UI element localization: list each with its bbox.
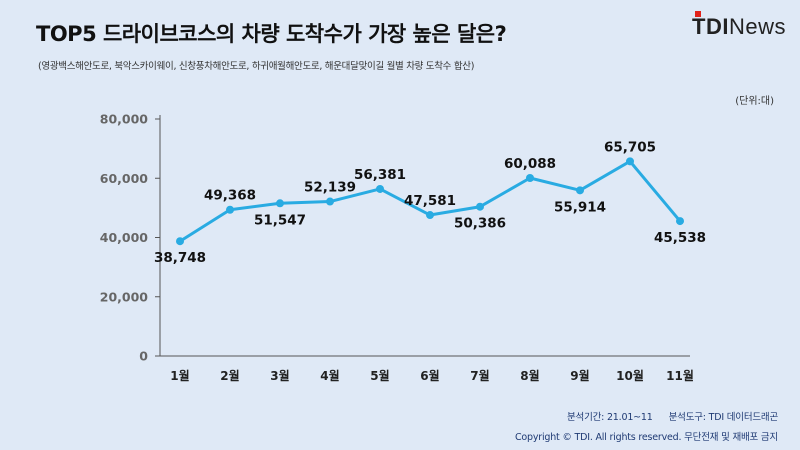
data-point: [676, 217, 684, 226]
data-point: [476, 202, 484, 211]
analysis-period: 분석기간: 21.01~11: [566, 412, 653, 423]
x-tick-label: 8월: [520, 368, 539, 383]
tdi-news-logo: TDINews: [692, 11, 786, 40]
data-label: 60,088: [504, 156, 556, 172]
data-point: [576, 186, 584, 195]
logo-text-news: News: [728, 14, 786, 39]
x-tick-label: 5월: [370, 368, 389, 383]
y-tick-label: 20,000: [100, 289, 149, 304]
data-point: [176, 237, 184, 246]
data-point: [526, 173, 534, 182]
data-label: 49,368: [204, 188, 256, 204]
x-tick-label: 9월: [570, 368, 589, 383]
data-label: 45,538: [654, 230, 706, 246]
x-tick-label: 4월: [320, 368, 339, 383]
chart-subtitle: (영광백스해안도로, 북악스카이웨이, 신창풍차해안도로, 하귀애월해안도로, …: [38, 61, 475, 72]
y-tick-label: 60,000: [100, 171, 149, 186]
x-tick-label: 3월: [270, 368, 289, 383]
y-tick-label: 80,000: [100, 112, 149, 127]
data-label: 56,381: [354, 167, 406, 183]
data-point: [626, 157, 634, 166]
data-label: 65,705: [604, 139, 656, 155]
data-label: 55,914: [554, 199, 606, 215]
data-label: 52,139: [304, 180, 356, 196]
analysis-tool: 분석도구: TDI 데이터드래곤: [668, 412, 779, 423]
data-point: [376, 184, 384, 193]
data-label: 38,748: [154, 250, 206, 266]
data-label: 50,386: [454, 216, 506, 232]
y-tick-label: 0: [139, 349, 148, 364]
x-tick-label: 7월: [470, 368, 489, 383]
analysis-info: 분석기간: 21.01~11 분석도구: TDI 데이터드래곤: [567, 409, 778, 423]
x-tick-label: 11월: [666, 368, 694, 383]
data-label: 51,547: [254, 212, 306, 228]
data-point: [326, 197, 334, 206]
copyright-notice: Copyright © TDI. All rights reserved. 무단…: [514, 432, 778, 443]
logo-accent-mark: [695, 11, 702, 17]
y-tick-label: 40,000: [100, 230, 149, 245]
x-tick-label: 10월: [616, 368, 644, 383]
chart-title: TOP5 드라이브코스의 차량 도착수가 가장 높은 달은?: [36, 22, 507, 46]
x-tick-label: 1월: [170, 368, 189, 383]
x-tick-label: 2월: [220, 368, 239, 383]
data-point: [226, 205, 234, 214]
data-point: [276, 199, 284, 208]
unit-label: (단위:대): [735, 96, 774, 107]
data-point: [426, 211, 434, 220]
data-label: 47,581: [404, 193, 456, 209]
logo-text-tdi: TDI: [692, 14, 729, 39]
x-tick-label: 6월: [420, 368, 439, 383]
